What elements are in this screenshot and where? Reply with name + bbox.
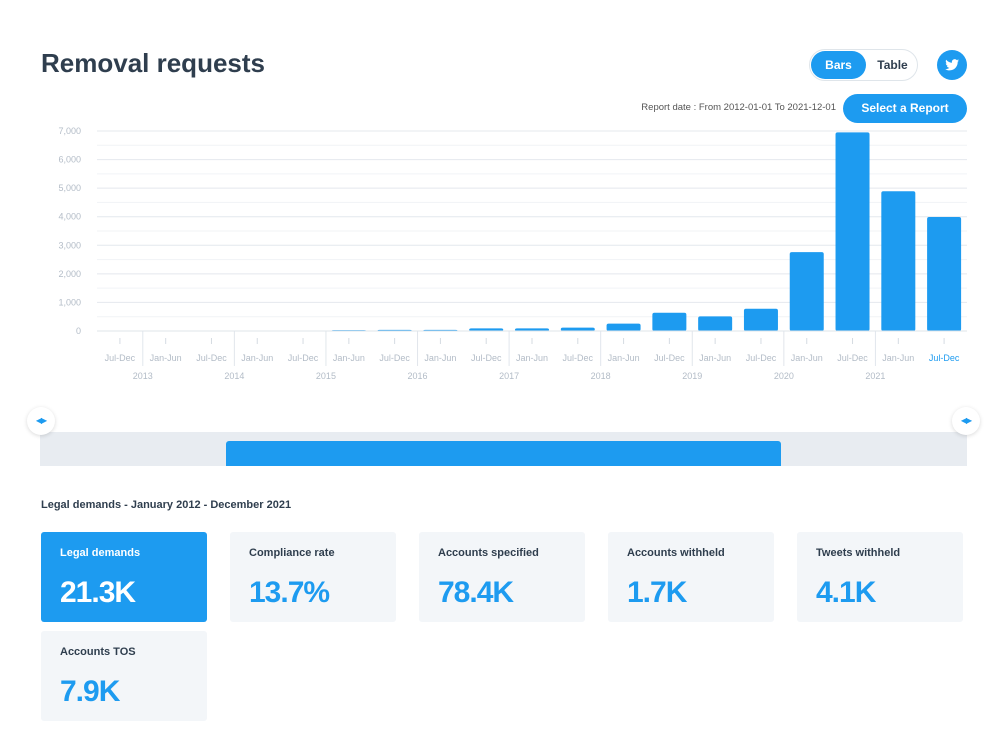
card-label: Accounts TOS <box>60 646 136 658</box>
bar <box>789 252 824 331</box>
bar <box>560 327 595 331</box>
x-tick-label: Jan-Jun <box>333 353 365 363</box>
y-tick-label: 7,000 <box>58 126 81 136</box>
range-right-handle-icon[interactable]: ◀▶ <box>952 407 980 435</box>
card-compliance-rate[interactable]: Compliance rate 13.7% <box>230 532 396 622</box>
x-tick-label: Jan-Jun <box>516 353 548 363</box>
year-label: 2017 <box>499 371 519 381</box>
y-tick-label: 4,000 <box>58 212 81 222</box>
x-tick-label: Jan-Jun <box>699 353 731 363</box>
x-tick-label: Jul-Dec <box>746 353 777 363</box>
range-left-handle-icon[interactable]: ◀▶ <box>27 407 55 435</box>
year-label: 2013 <box>133 371 153 381</box>
x-tick-label: Jan-Jun <box>150 353 182 363</box>
bars-view-button[interactable]: Bars <box>811 51 866 79</box>
card-label: Compliance rate <box>249 547 335 559</box>
range-navigator-thumb[interactable] <box>226 441 781 466</box>
card-label: Legal demands <box>60 547 141 559</box>
card-value: 4.1K <box>816 576 876 609</box>
y-tick-label: 5,000 <box>58 183 81 193</box>
year-label: 2016 <box>408 371 428 381</box>
report-date: Report date : From 2012-01-01 To 2021-12… <box>641 102 836 113</box>
bar <box>835 132 870 331</box>
bar <box>652 312 687 331</box>
twitter-bird-icon <box>945 59 959 71</box>
twitter-share-button[interactable] <box>937 50 967 80</box>
bar <box>927 217 962 331</box>
y-tick-label: 0 <box>76 326 81 336</box>
x-tick-label: Jan-Jun <box>608 353 640 363</box>
card-accounts-tos[interactable]: Accounts TOS 7.9K <box>41 631 207 721</box>
card-label: Accounts specified <box>438 547 539 559</box>
select-report-button[interactable]: Select a Report <box>843 94 967 123</box>
year-label: 2015 <box>316 371 336 381</box>
x-tick-label: Jul-Dec <box>837 353 868 363</box>
card-value: 21.3K <box>60 576 136 609</box>
removal-requests-bar-chart: 0 1,000 2,000 3,000 4,000 5,000 6,000 7,000 Jul-… <box>58 126 967 381</box>
page-title: Removal requests <box>41 48 265 78</box>
x-tick-label: Jul-Dec <box>105 353 136 363</box>
card-label: Tweets withheld <box>816 547 901 559</box>
card-accounts-specified[interactable]: Accounts specified 78.4K <box>419 532 585 622</box>
x-tick-label: Jul-Dec <box>654 353 685 363</box>
x-tick-label: Jul-Dec <box>929 353 960 363</box>
bar <box>698 316 733 331</box>
card-value: 7.9K <box>60 675 120 708</box>
y-tick-label: 6,000 <box>58 155 81 165</box>
view-toggle: Bars Table <box>809 49 918 81</box>
x-tick-label: Jan-Jun <box>791 353 823 363</box>
bar <box>606 323 641 331</box>
card-tweets-withheld[interactable]: Tweets withheld 4.1K <box>797 532 963 622</box>
table-view-button[interactable]: Table <box>877 58 908 72</box>
year-label: 2018 <box>591 371 611 381</box>
x-tick-label: Jan-Jun <box>241 353 273 363</box>
year-label: 2020 <box>774 371 794 381</box>
card-accounts-withheld[interactable]: Accounts withheld 1.7K <box>608 532 774 622</box>
year-label: 2019 <box>682 371 702 381</box>
x-tick-label: Jul-Dec <box>563 353 594 363</box>
bar <box>515 328 549 331</box>
summary-subtitle: Legal demands - January 2012 - December … <box>41 499 292 511</box>
card-value: 1.7K <box>627 576 687 609</box>
x-tick-label: Jul-Dec <box>471 353 502 363</box>
x-tick-label: Jul-Dec <box>288 353 319 363</box>
x-tick-label: Jul-Dec <box>196 353 227 363</box>
card-legal-demands[interactable]: Legal demands 21.3K <box>41 532 207 622</box>
year-label: 2021 <box>865 371 885 381</box>
bar <box>469 328 504 331</box>
x-tick-label: Jan-Jun <box>424 353 456 363</box>
x-tick-label: Jan-Jun <box>882 353 914 363</box>
x-tick-label: Jul-Dec <box>379 353 410 363</box>
bar <box>743 308 778 331</box>
card-value: 78.4K <box>438 576 514 609</box>
y-tick-label: 3,000 <box>58 240 81 250</box>
bar <box>881 191 916 331</box>
card-label: Accounts withheld <box>627 547 725 559</box>
y-tick-label: 2,000 <box>58 269 81 279</box>
y-tick-label: 1,000 <box>58 297 81 307</box>
card-value: 13.7% <box>249 576 330 609</box>
year-label: 2014 <box>224 371 244 381</box>
